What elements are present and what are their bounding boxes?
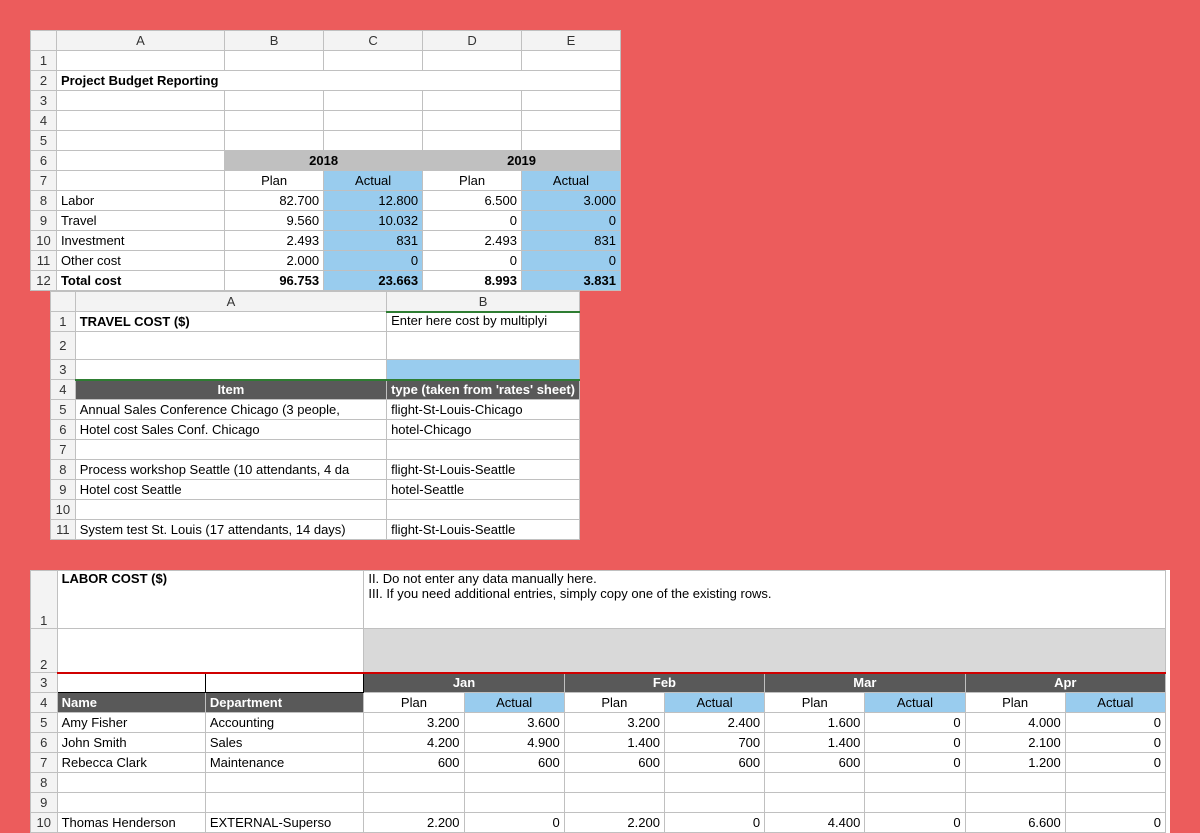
plan-2018-header[interactable]: Plan: [225, 171, 324, 191]
col-header-D[interactable]: D: [423, 31, 522, 51]
name-header[interactable]: Name: [57, 693, 205, 713]
item-header[interactable]: Item: [75, 380, 386, 400]
project-budget-sheet: A B C D E 1 2 Project Budget Reporting 3…: [30, 30, 621, 291]
month-apr-header[interactable]: Apr: [965, 673, 1165, 693]
column-header-row: A B C D E: [31, 31, 621, 51]
labor-cost-sheet: 1 LABOR COST ($) II. Do not enter any da…: [30, 570, 1170, 833]
cell[interactable]: 6.500: [423, 191, 522, 211]
col-header-A[interactable]: A: [75, 292, 386, 312]
row-label-travel[interactable]: Travel: [56, 211, 224, 231]
actual-2018-header[interactable]: Actual: [324, 171, 423, 191]
note-line-2: III. If you need additional entries, sim…: [368, 586, 771, 601]
table-row[interactable]: Rebecca Clark: [57, 753, 205, 773]
cell[interactable]: 3.000: [521, 191, 620, 211]
cell-A1[interactable]: [56, 51, 224, 71]
month-jan-header[interactable]: Jan: [364, 673, 564, 693]
year-2019-header[interactable]: 2019: [423, 151, 621, 171]
year-2018-header[interactable]: 2018: [225, 151, 423, 171]
type-header[interactable]: type (taken from 'rates' sheet): [387, 380, 580, 400]
row-label-total[interactable]: Total cost: [56, 271, 224, 291]
row-label-investment[interactable]: Investment: [56, 231, 224, 251]
labor-cost-title[interactable]: LABOR COST ($): [57, 571, 364, 629]
row-header-1[interactable]: 1: [31, 51, 57, 71]
select-all-corner[interactable]: [51, 292, 76, 312]
travel-cost-title[interactable]: TRAVEL COST ($): [75, 312, 386, 332]
col-header-A[interactable]: A: [56, 31, 224, 51]
row-label-labor[interactable]: Labor: [56, 191, 224, 211]
travel-cost-sheet: A B 1 TRAVEL COST ($) Enter here cost by…: [50, 291, 580, 540]
col-header-E[interactable]: E: [521, 31, 620, 51]
cell[interactable]: 12.800: [324, 191, 423, 211]
select-all-corner[interactable]: [31, 31, 57, 51]
labor-cost-note[interactable]: II. Do not enter any data manually here.…: [364, 571, 1166, 629]
actual-2019-header[interactable]: Actual: [521, 171, 620, 191]
plan-2019-header[interactable]: Plan: [423, 171, 522, 191]
col-header-B[interactable]: B: [225, 31, 324, 51]
table-row[interactable]: Thomas Henderson: [57, 813, 205, 833]
note-line-1: II. Do not enter any data manually here.: [368, 571, 596, 586]
table-row[interactable]: Amy Fisher: [57, 713, 205, 733]
col-header-C[interactable]: C: [324, 31, 423, 51]
month-mar-header[interactable]: Mar: [765, 673, 965, 693]
row-label-other[interactable]: Other cost: [56, 251, 224, 271]
table-row[interactable]: Annual Sales Conference Chicago (3 peopl…: [75, 400, 386, 420]
cell[interactable]: 82.700: [225, 191, 324, 211]
month-feb-header[interactable]: Feb: [564, 673, 764, 693]
dept-header[interactable]: Department: [205, 693, 363, 713]
row-header-2[interactable]: 2: [31, 71, 57, 91]
cell-B1[interactable]: Enter here cost by multiplyi: [387, 312, 580, 332]
col-header-B[interactable]: B: [387, 292, 580, 312]
sheet-title[interactable]: Project Budget Reporting: [56, 71, 620, 91]
